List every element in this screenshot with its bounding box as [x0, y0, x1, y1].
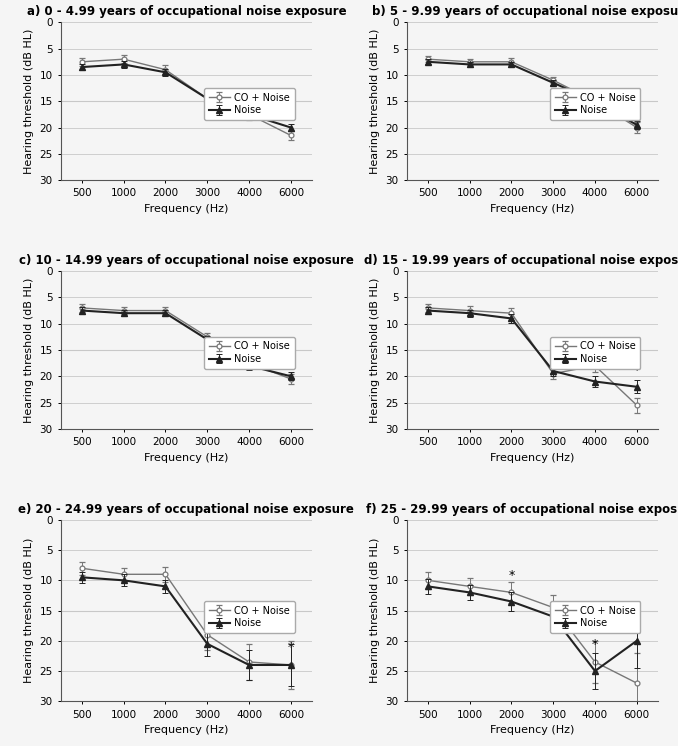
- Y-axis label: Hearing threshold (dB HL): Hearing threshold (dB HL): [24, 538, 34, 683]
- Y-axis label: Hearing threshold (dB HL): Hearing threshold (dB HL): [370, 538, 380, 683]
- Legend: CO + Noise, Noise: CO + Noise, Noise: [550, 88, 641, 120]
- X-axis label: Frequency (Hz): Frequency (Hz): [144, 453, 228, 463]
- Title: e) 20 - 24.99 years of occupational noise exposure: e) 20 - 24.99 years of occupational nois…: [18, 503, 355, 516]
- X-axis label: Frequency (Hz): Frequency (Hz): [490, 453, 574, 463]
- Text: *: *: [508, 568, 515, 582]
- Legend: CO + Noise, Noise: CO + Noise, Noise: [204, 336, 294, 369]
- X-axis label: Frequency (Hz): Frequency (Hz): [144, 204, 228, 214]
- Text: *: *: [592, 343, 598, 357]
- Legend: CO + Noise, Noise: CO + Noise, Noise: [550, 336, 641, 369]
- X-axis label: Frequency (Hz): Frequency (Hz): [490, 725, 574, 735]
- Y-axis label: Hearing threshold (dB HL): Hearing threshold (dB HL): [370, 278, 380, 423]
- Title: f) 25 - 29.99 years of occupational noise exposure: f) 25 - 29.99 years of occupational nois…: [365, 503, 678, 516]
- Text: *: *: [204, 611, 210, 624]
- Legend: CO + Noise, Noise: CO + Noise, Noise: [204, 601, 294, 633]
- Text: *: *: [592, 638, 598, 651]
- Text: *: *: [287, 641, 294, 654]
- Legend: CO + Noise, Noise: CO + Noise, Noise: [204, 88, 294, 120]
- Legend: CO + Noise, Noise: CO + Noise, Noise: [550, 601, 641, 633]
- X-axis label: Frequency (Hz): Frequency (Hz): [490, 204, 574, 214]
- Y-axis label: Hearing threshold (dB HL): Hearing threshold (dB HL): [24, 278, 34, 423]
- Y-axis label: Hearing threshold (dB HL): Hearing threshold (dB HL): [24, 28, 34, 174]
- Title: b) 5 - 9.99 years of occupational noise exposure: b) 5 - 9.99 years of occupational noise …: [372, 5, 678, 19]
- X-axis label: Frequency (Hz): Frequency (Hz): [144, 725, 228, 735]
- Title: a) 0 - 4.99 years of occupational noise exposure: a) 0 - 4.99 years of occupational noise …: [26, 5, 346, 19]
- Title: d) 15 - 19.99 years of occupational noise exposure: d) 15 - 19.99 years of occupational nois…: [364, 254, 678, 267]
- Title: c) 10 - 14.99 years of occupational noise exposure: c) 10 - 14.99 years of occupational nois…: [19, 254, 354, 267]
- Y-axis label: Hearing threshold (dB HL): Hearing threshold (dB HL): [370, 28, 380, 174]
- Text: *: *: [634, 364, 640, 377]
